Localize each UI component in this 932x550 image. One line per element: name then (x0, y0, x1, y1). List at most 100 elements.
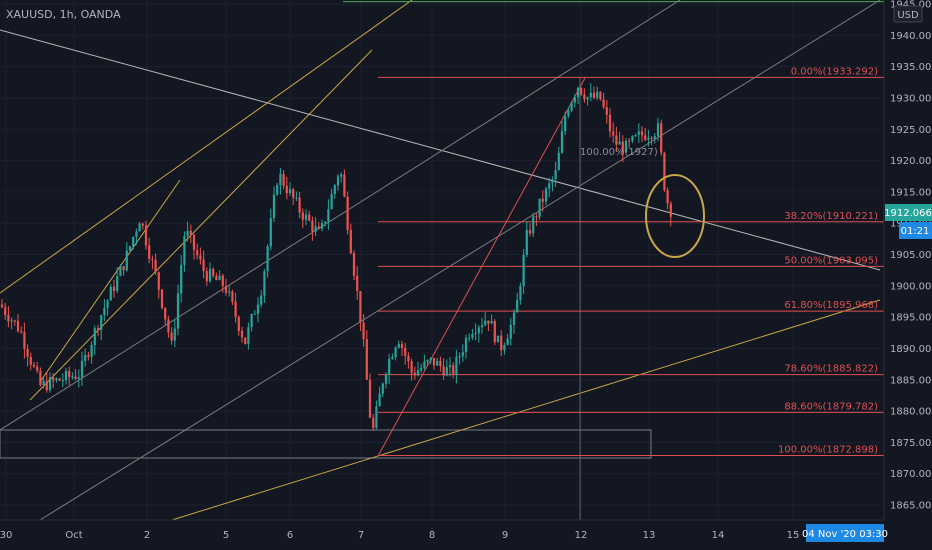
candle-body (112, 286, 116, 291)
candle-body (356, 275, 359, 292)
candle-body (122, 266, 125, 271)
candle-body (276, 184, 279, 195)
candle-body (144, 225, 148, 246)
fib-level-label: 88.60%(1879.782) (784, 401, 878, 412)
candle-body (205, 271, 208, 282)
candle-body (464, 338, 468, 353)
candle-body (119, 266, 122, 276)
candle-body (375, 406, 378, 428)
grey-channel-upper[interactable] (0, 0, 681, 431)
candle-body (160, 289, 164, 308)
candle-body (509, 324, 512, 339)
candle-body (141, 223, 144, 226)
fib-level-label: 0.00%(1933.292) (791, 66, 878, 77)
grey-descending-trendline[interactable] (0, 29, 881, 271)
time-tick: 2 (144, 530, 150, 541)
candle-body (106, 300, 109, 308)
candle-body (186, 230, 189, 237)
candle-body (442, 366, 445, 376)
candle-body (215, 275, 218, 281)
candle-body (324, 221, 327, 223)
candle-body (45, 380, 48, 391)
candle-body (151, 258, 154, 260)
candle-body (605, 107, 608, 115)
candle-body (624, 140, 628, 153)
candle-body (503, 344, 506, 351)
candle-body (304, 214, 308, 220)
yellow-support-trendline[interactable] (171, 299, 881, 521)
candle-body (180, 264, 183, 294)
candle-body (516, 299, 519, 313)
candle-body (663, 152, 666, 191)
candle-body (416, 370, 420, 376)
price-tick: 1925.000 (890, 125, 932, 136)
candle-body (580, 87, 583, 95)
currency-badge[interactable] (893, 5, 923, 23)
candle-body (586, 97, 589, 100)
grey-channel-lower[interactable] (39, 0, 881, 521)
candle-body (359, 291, 362, 323)
price-tick: 1895.000 (890, 313, 932, 324)
support-zone-box[interactable] (0, 429, 652, 459)
price-tick: 1905.000 (890, 250, 932, 261)
candle-body (407, 355, 410, 362)
candle-body (58, 378, 61, 381)
time-axis[interactable]: 30 Oct 2 5 6 7 8 9 12 13 14 15 (0, 530, 799, 541)
price-tick: 1935.000 (890, 62, 932, 73)
candle-body (592, 92, 596, 98)
candle-body (436, 360, 439, 366)
time-tick: 14 (712, 530, 725, 541)
fib-level-label: 38.20%(1910.221) (784, 211, 878, 222)
candle-body (320, 222, 324, 229)
yellow-trendline-short[interactable] (39, 179, 181, 383)
time-tick: 12 (575, 530, 588, 541)
candle-body (263, 271, 266, 296)
candle-body (656, 123, 660, 137)
fib-anchor-line[interactable] (377, 77, 586, 457)
candle-body (477, 327, 480, 334)
candle-body (285, 186, 288, 194)
candle-body (554, 170, 557, 180)
candle-body (77, 377, 80, 379)
candle-body (343, 174, 346, 197)
candle-body (368, 379, 372, 418)
candle-body (7, 314, 10, 322)
candle-body (336, 176, 340, 186)
price-tick: 1865.000 (890, 501, 932, 512)
candle-body (381, 383, 384, 394)
candle-body (202, 259, 205, 272)
fib-retracement[interactable]: 100.00%(1945.374) 0.00%(1933.292) 38.20%(1… (343, 0, 884, 457)
candle-body (378, 393, 381, 407)
candle-body (445, 367, 448, 376)
candle-body (314, 226, 317, 232)
candle-body (196, 250, 199, 256)
drawing-lines (0, 0, 881, 521)
candle-body (42, 380, 45, 386)
candle-body (631, 136, 634, 141)
time-axis-background (0, 520, 932, 550)
yellow-trendline-upper[interactable] (0, 0, 413, 294)
candle-body (327, 209, 330, 222)
candle-body (39, 370, 42, 386)
price-tick: 1945.000 (890, 0, 932, 11)
time-tick: 6 (287, 530, 293, 541)
fib-level-label: 78.60%(1885.822) (784, 364, 878, 375)
candle-body (583, 94, 586, 100)
candle-body (266, 246, 269, 272)
time-tick: 15 (787, 530, 800, 541)
yellow-trendline-mid[interactable] (29, 49, 373, 401)
candle-body (231, 291, 234, 302)
candle-body (109, 286, 112, 301)
candle-body (362, 322, 365, 340)
candles (0, 83, 672, 431)
highlight-circle[interactable] (645, 174, 705, 258)
candle-body (29, 356, 32, 365)
candle-body (644, 135, 647, 140)
candle-body (528, 230, 532, 234)
candle-body (170, 332, 173, 341)
candle-countdown: 01:21 (901, 226, 930, 237)
candle-body (493, 320, 496, 343)
candle-body (100, 315, 103, 331)
